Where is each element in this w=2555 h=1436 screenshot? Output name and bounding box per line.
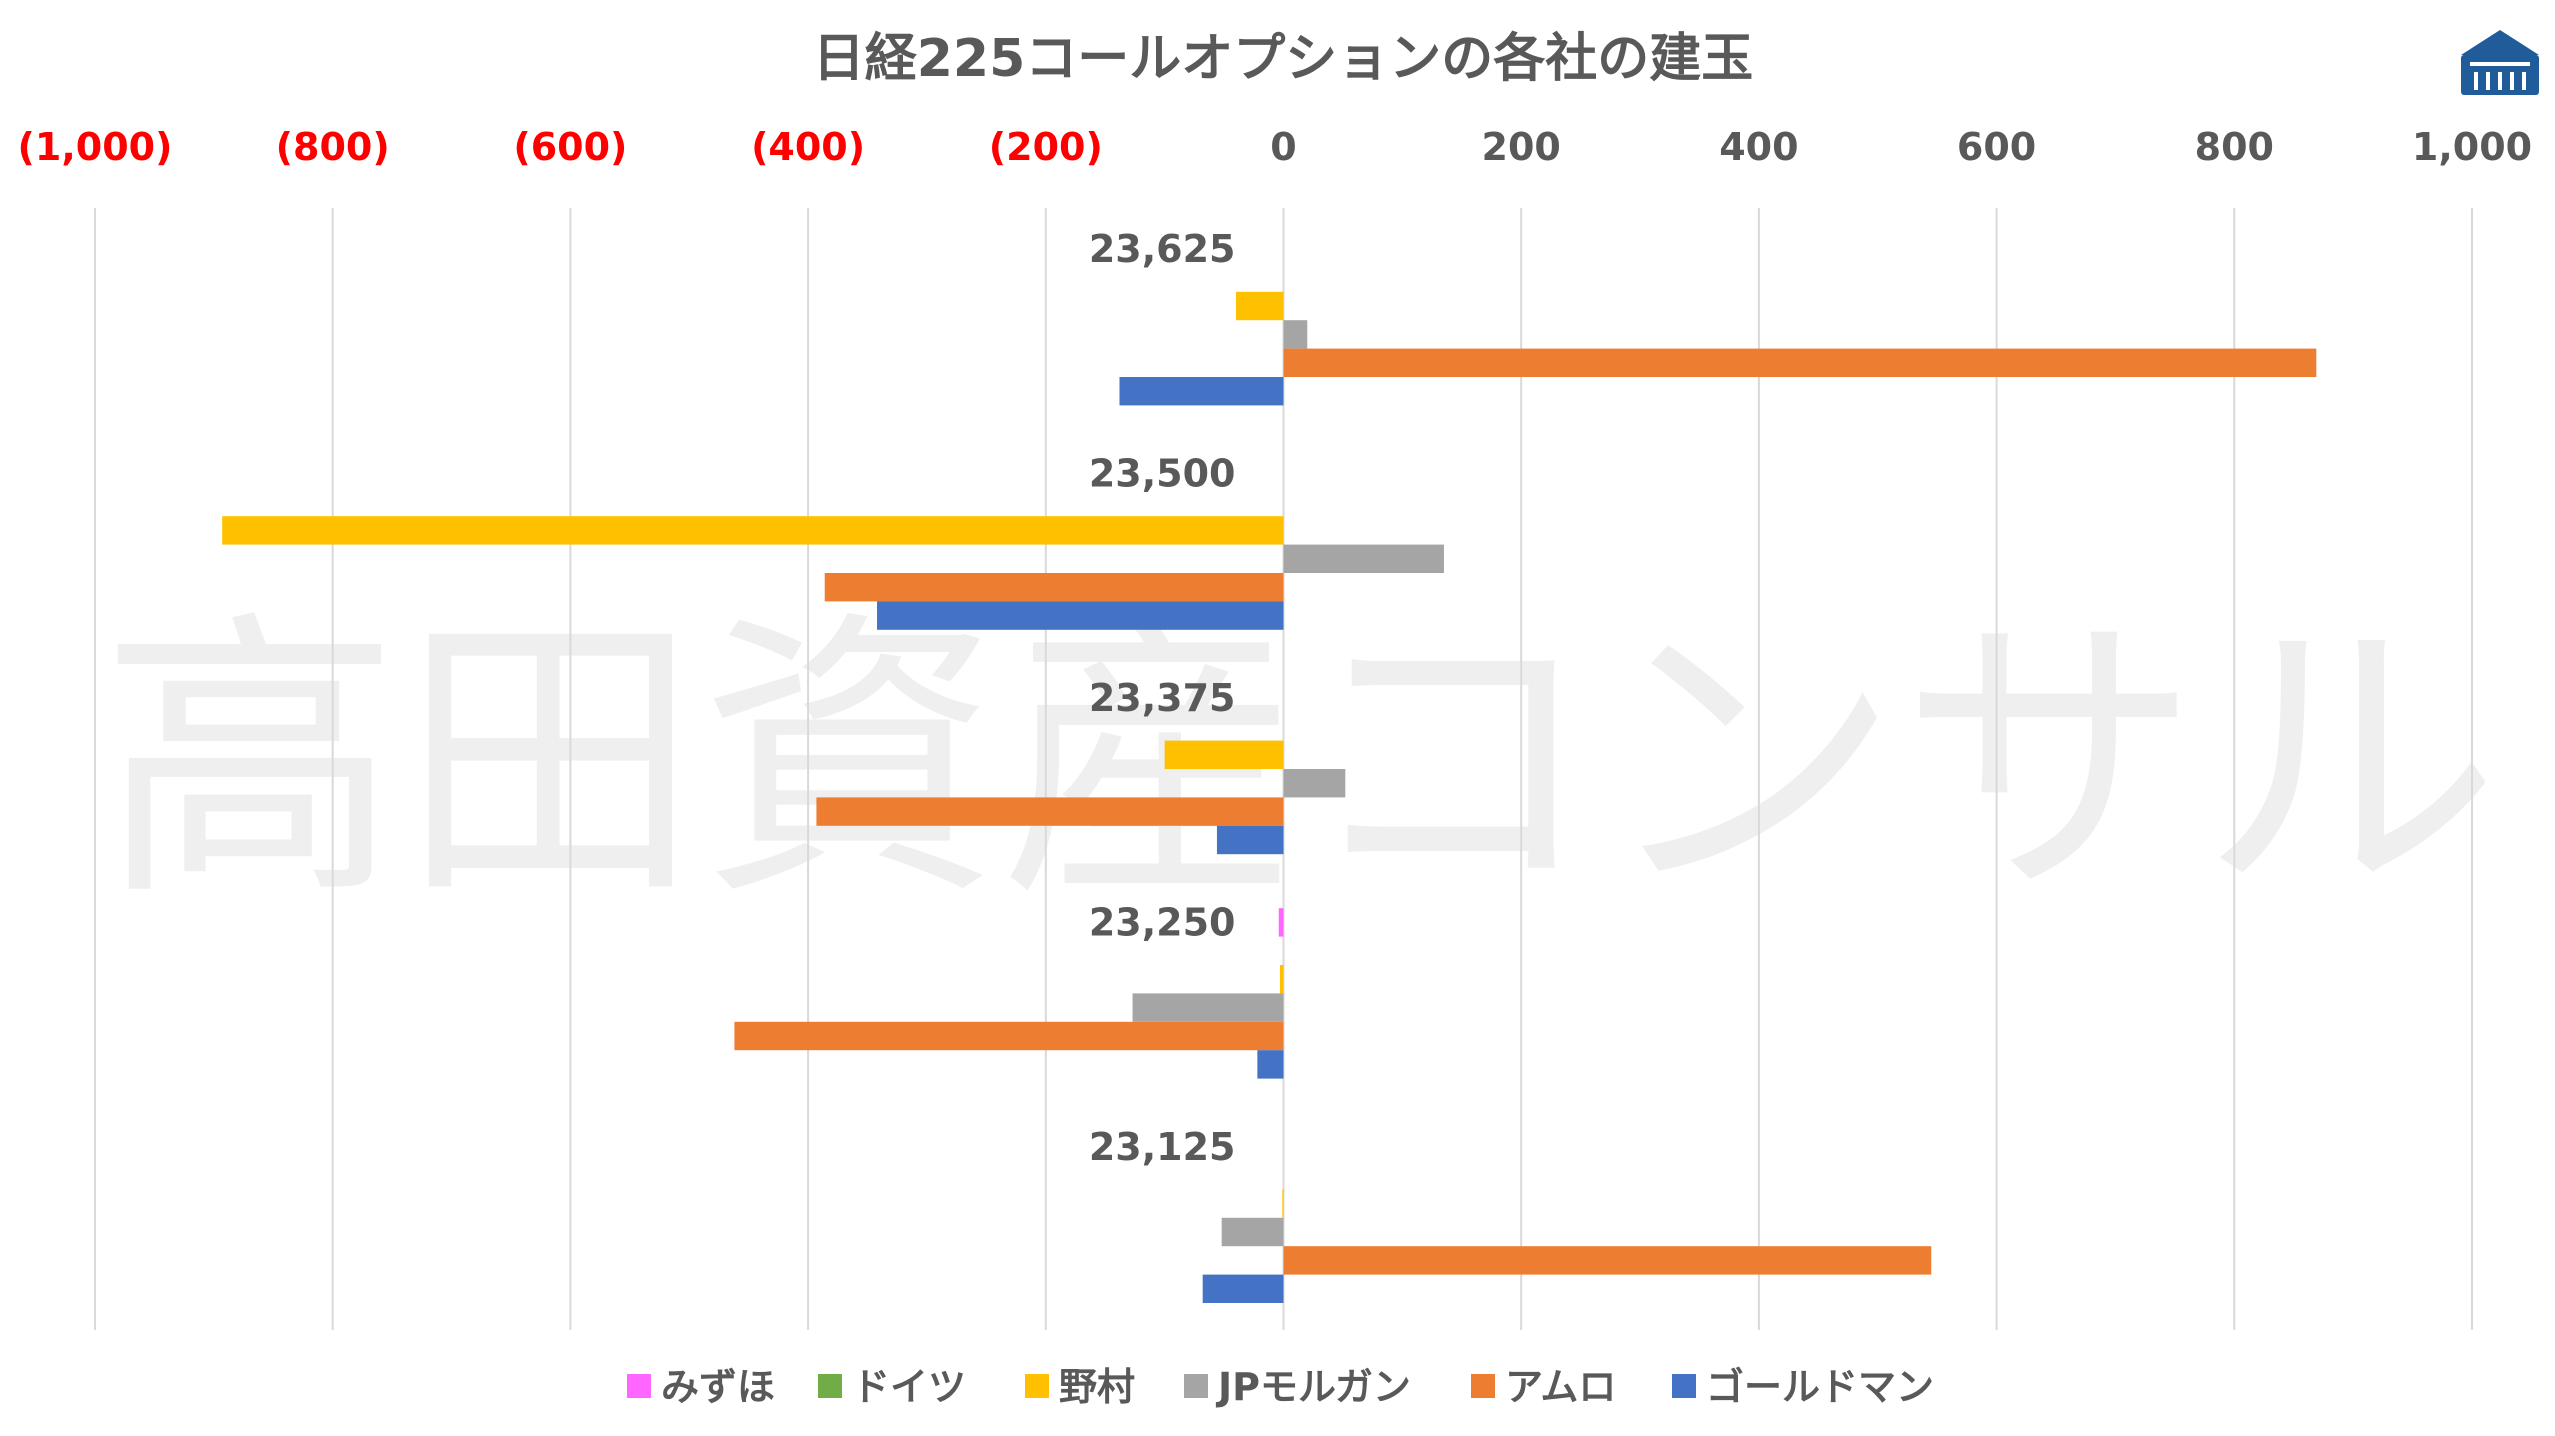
- bar: [1235, 291, 1284, 321]
- bar: [1164, 740, 1284, 769]
- x-tick-label: 400: [1719, 125, 1798, 169]
- legend-label: ドイツ: [852, 1365, 966, 1409]
- bar: [1283, 544, 1444, 573]
- bar: [816, 797, 1284, 826]
- legend-swatch: [627, 1374, 651, 1398]
- bar: [1119, 377, 1284, 406]
- category-label: 23,250: [1089, 900, 1236, 944]
- category-label: 23,125: [1089, 1125, 1236, 1169]
- category-labels: 23,625 23,500 23,375 23,250 23,125: [1089, 227, 1236, 1169]
- x-axis-tick-labels: (1,000) (800) (600) (400) (200) 0 200 400 600 800…: [18, 125, 2533, 169]
- x-tick-label: 1,000: [2412, 125, 2532, 169]
- x-tick-label: (1,000): [18, 125, 173, 169]
- x-tick-label: 200: [1482, 125, 1561, 169]
- chart-title: 日経225コールオプションの各社の建玉: [813, 29, 1754, 89]
- x-tick-label: 600: [1957, 125, 2036, 169]
- legend-item: ドイツ: [818, 1365, 966, 1409]
- bar: [1278, 908, 1284, 937]
- bar: [877, 601, 1284, 630]
- legend-swatch: [1471, 1374, 1495, 1398]
- legend-label: 野村: [1059, 1365, 1135, 1409]
- bar: [1283, 320, 1308, 349]
- bar: [1282, 1189, 1284, 1218]
- bars: [222, 291, 2317, 1303]
- legend-item: アムロ: [1471, 1365, 1616, 1409]
- bar: [1283, 348, 2317, 377]
- x-tick-label: (800): [276, 125, 390, 169]
- legend-swatch: [818, 1374, 842, 1398]
- bar: [1257, 1050, 1284, 1079]
- legend-item: 野村: [1025, 1365, 1135, 1409]
- bar: [1202, 1274, 1284, 1303]
- legend-swatch: [1184, 1374, 1208, 1398]
- x-tick-label: 800: [2195, 125, 2274, 169]
- bar: [222, 516, 1284, 545]
- legend-swatch: [1025, 1374, 1049, 1398]
- x-tick-label: 0: [1270, 125, 1296, 169]
- legend-label: みずほ: [661, 1365, 775, 1409]
- legend-label: JPモルガン: [1215, 1365, 1411, 1409]
- legend-label: ゴールドマン: [1706, 1365, 1934, 1409]
- company-logo-icon: [2461, 30, 2539, 95]
- bar: [824, 573, 1284, 602]
- category-label: 23,625: [1089, 227, 1236, 271]
- bar: [1283, 1246, 1932, 1275]
- bar: [1221, 1217, 1284, 1247]
- legend-item: JPモルガン: [1184, 1365, 1411, 1409]
- bar: [1283, 769, 1346, 798]
- bar: [1279, 965, 1284, 994]
- legend-item: ゴールドマン: [1672, 1365, 1934, 1409]
- x-tick-label: (200): [989, 125, 1103, 169]
- category-label: 23,375: [1089, 676, 1236, 720]
- x-tick-label: (600): [513, 125, 627, 169]
- bar: [1132, 993, 1284, 1022]
- category-label: 23,500: [1089, 452, 1236, 496]
- legend-label: アムロ: [1505, 1365, 1616, 1409]
- gridlines: [94, 208, 2473, 1330]
- legend-item: みずほ: [627, 1365, 775, 1409]
- x-tick-label: (400): [751, 125, 865, 169]
- bar: [1216, 825, 1284, 855]
- legend-swatch: [1672, 1374, 1696, 1398]
- watermark-text: 高田資産コンサル: [100, 587, 2500, 936]
- bar: [734, 1021, 1284, 1051]
- legend: みずほ ドイツ 野村 JPモルガン アムロ ゴールドマン: [627, 1365, 1934, 1409]
